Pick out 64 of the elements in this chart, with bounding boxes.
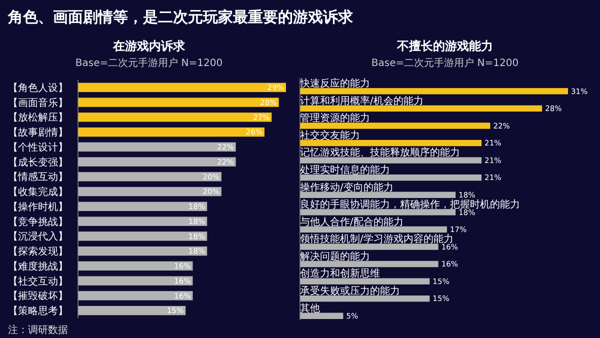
bar	[78, 98, 279, 107]
chart-subtitle: Base=二次元手游用户 N=1200	[75, 57, 223, 69]
bar	[78, 186, 222, 196]
y-tick-label: 社交交友能力	[300, 129, 360, 142]
bar	[78, 276, 193, 286]
y-tick-label: 解决问题的能力	[300, 250, 370, 262]
y-tick-label: 【摧毁破坏】	[8, 290, 68, 302]
y-tick-label: 【难度挑战】	[8, 260, 68, 272]
y-tick-label: 承受失败或压力的能力	[300, 284, 400, 297]
y-tick-label: 【策略思考】	[8, 305, 68, 318]
y-tick-label: 【竞争挑战】	[8, 216, 68, 228]
bar	[300, 278, 430, 284]
bar	[300, 295, 430, 302]
bar	[300, 140, 482, 146]
y-tick-label: 其他	[300, 302, 320, 314]
bar	[300, 88, 568, 94]
y-tick-label: 快速反应的能力	[299, 78, 370, 90]
y-tick-label: 与他人合作/配合的能力	[300, 216, 404, 228]
y-tick-label: 【社交互动】	[8, 275, 68, 288]
bar	[300, 157, 482, 164]
bar	[300, 312, 344, 319]
bar	[78, 291, 193, 300]
y-tick-label: 【角色人设】	[8, 82, 68, 94]
bar	[78, 261, 193, 271]
y-tick-label: 【探索发现】	[8, 246, 68, 258]
y-tick-label: 操作移动/变向的能力	[300, 181, 394, 194]
y-tick-label: 处理实时信息的能力	[300, 164, 390, 176]
bar	[78, 127, 264, 137]
y-tick-label: 【收集完成】	[8, 186, 68, 198]
y-tick-label: 【操作时机】	[8, 200, 68, 213]
bar	[300, 174, 482, 181]
bar	[300, 244, 438, 250]
y-tick-label: 记忆游戏技能、技能释放顺序的能力	[300, 146, 460, 159]
y-tick-label: 【故事剧情】	[8, 126, 68, 139]
bar	[78, 157, 236, 166]
y-tick-label: 管理资源的能力	[300, 112, 370, 124]
bar	[78, 202, 208, 212]
y-tick-label: 创造力和创新思维	[300, 268, 380, 280]
bar	[78, 172, 222, 182]
bar	[78, 306, 186, 316]
bar	[78, 232, 208, 241]
y-tick-label: 计算和利用概率/机会的能力	[300, 94, 424, 107]
bar	[300, 226, 447, 233]
bar	[300, 209, 456, 216]
y-tick-label: 【成长变强】	[8, 156, 68, 168]
y-tick-label: 【放松解压】	[8, 112, 68, 124]
bar	[78, 142, 236, 152]
text: 注：调研数据	[8, 324, 68, 336]
bar	[78, 246, 208, 256]
y-tick-label: 【沉浸代入】	[8, 230, 68, 243]
y-tick-label: 【画面音乐】	[8, 96, 68, 109]
y-tick-label: 【情感互动】	[8, 171, 68, 184]
chart-subtitle: Base=二次元手游用户 N=1200	[371, 57, 519, 69]
y-tick-label: 【个性设计】	[8, 141, 68, 154]
chart-title: 不擅长的游戏能力	[396, 39, 493, 53]
bar	[300, 260, 438, 268]
bar	[78, 112, 272, 122]
bar	[300, 122, 490, 129]
text: 角色、画面剧情等，是二次元玩家最重要的游戏诉求	[7, 8, 354, 26]
bar	[78, 82, 286, 92]
bar	[300, 192, 456, 198]
bar	[78, 216, 208, 226]
chart-title: 在游戏内诉求	[112, 39, 186, 53]
bar	[300, 105, 542, 112]
